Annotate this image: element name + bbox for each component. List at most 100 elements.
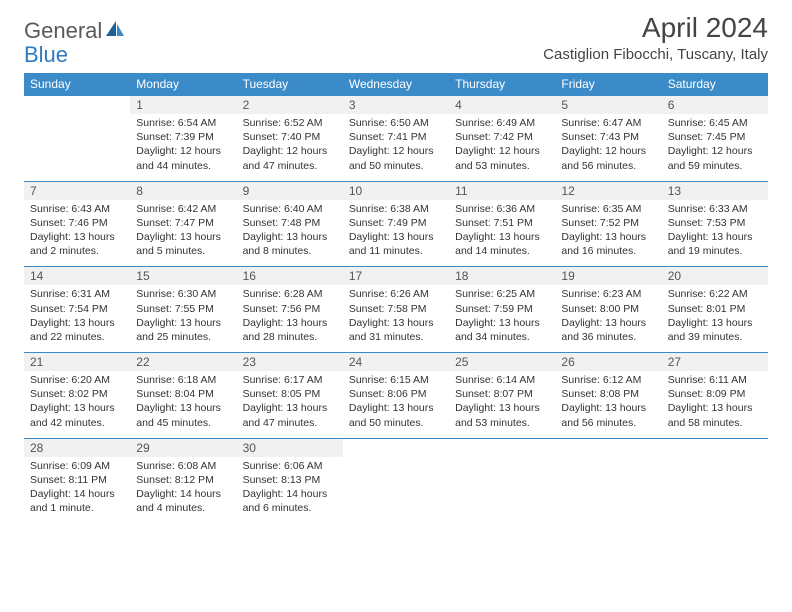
day-number xyxy=(24,96,130,115)
day-day2: and 22 minutes. xyxy=(30,330,124,344)
day-day2: and 25 minutes. xyxy=(136,330,230,344)
calendar-head: Sunday Monday Tuesday Wednesday Thursday… xyxy=(24,73,768,96)
day-sunrise: Sunrise: 6:06 AM xyxy=(243,459,337,473)
day-sunrise: Sunrise: 6:25 AM xyxy=(455,287,549,301)
day-day2: and 45 minutes. xyxy=(136,416,230,430)
day-cell: Sunrise: 6:11 AMSunset: 8:09 PMDaylight:… xyxy=(662,371,768,438)
day-cell: Sunrise: 6:54 AMSunset: 7:39 PMDaylight:… xyxy=(130,114,236,181)
detail-row: Sunrise: 6:09 AMSunset: 8:11 PMDaylight:… xyxy=(24,457,768,524)
day-sunrise: Sunrise: 6:30 AM xyxy=(136,287,230,301)
day-sunrise: Sunrise: 6:17 AM xyxy=(243,373,337,387)
day-cell: Sunrise: 6:50 AMSunset: 7:41 PMDaylight:… xyxy=(343,114,449,181)
day-sunset: Sunset: 7:40 PM xyxy=(243,130,337,144)
day-cell: Sunrise: 6:23 AMSunset: 8:00 PMDaylight:… xyxy=(555,285,661,352)
daynum-row: 78910111213 xyxy=(24,181,768,200)
weekday-row: Sunday Monday Tuesday Wednesday Thursday… xyxy=(24,73,768,96)
day-number: 9 xyxy=(237,181,343,200)
day-day1: Daylight: 12 hours xyxy=(136,144,230,158)
day-sunrise: Sunrise: 6:42 AM xyxy=(136,202,230,216)
day-number: 11 xyxy=(449,181,555,200)
day-sunrise: Sunrise: 6:36 AM xyxy=(455,202,549,216)
day-sunset: Sunset: 7:41 PM xyxy=(349,130,443,144)
daynum-row: 14151617181920 xyxy=(24,267,768,286)
weekday-header: Sunday xyxy=(24,73,130,96)
day-day2: and 56 minutes. xyxy=(561,159,655,173)
day-cell: Sunrise: 6:47 AMSunset: 7:43 PMDaylight:… xyxy=(555,114,661,181)
day-day2: and 53 minutes. xyxy=(455,159,549,173)
day-day1: Daylight: 12 hours xyxy=(349,144,443,158)
day-day2: and 8 minutes. xyxy=(243,244,337,258)
day-cell: Sunrise: 6:12 AMSunset: 8:08 PMDaylight:… xyxy=(555,371,661,438)
day-sunset: Sunset: 7:42 PM xyxy=(455,130,549,144)
day-cell: Sunrise: 6:40 AMSunset: 7:48 PMDaylight:… xyxy=(237,200,343,267)
day-sunrise: Sunrise: 6:15 AM xyxy=(349,373,443,387)
day-cell: Sunrise: 6:30 AMSunset: 7:55 PMDaylight:… xyxy=(130,285,236,352)
detail-row: Sunrise: 6:31 AMSunset: 7:54 PMDaylight:… xyxy=(24,285,768,352)
day-day2: and 1 minute. xyxy=(30,501,124,515)
day-day1: Daylight: 13 hours xyxy=(243,230,337,244)
day-day1: Daylight: 13 hours xyxy=(136,316,230,330)
day-day1: Daylight: 13 hours xyxy=(455,401,549,415)
day-sunrise: Sunrise: 6:49 AM xyxy=(455,116,549,130)
day-sunrise: Sunrise: 6:52 AM xyxy=(243,116,337,130)
day-sunrise: Sunrise: 6:43 AM xyxy=(30,202,124,216)
day-day2: and 50 minutes. xyxy=(349,159,443,173)
day-sunset: Sunset: 7:49 PM xyxy=(349,216,443,230)
day-number: 10 xyxy=(343,181,449,200)
day-sunrise: Sunrise: 6:22 AM xyxy=(668,287,762,301)
day-day2: and 50 minutes. xyxy=(349,416,443,430)
day-day2: and 36 minutes. xyxy=(561,330,655,344)
day-sunset: Sunset: 8:00 PM xyxy=(561,302,655,316)
day-day1: Daylight: 13 hours xyxy=(30,316,124,330)
day-day2: and 58 minutes. xyxy=(668,416,762,430)
day-sunset: Sunset: 8:05 PM xyxy=(243,387,337,401)
daynum-row: 282930 xyxy=(24,438,768,457)
day-day1: Daylight: 13 hours xyxy=(668,316,762,330)
day-sunrise: Sunrise: 6:11 AM xyxy=(668,373,762,387)
day-day2: and 19 minutes. xyxy=(668,244,762,258)
day-day2: and 39 minutes. xyxy=(668,330,762,344)
day-cell: Sunrise: 6:31 AMSunset: 7:54 PMDaylight:… xyxy=(24,285,130,352)
day-day1: Daylight: 13 hours xyxy=(349,316,443,330)
day-number: 25 xyxy=(449,353,555,372)
day-day2: and 28 minutes. xyxy=(243,330,337,344)
day-cell: Sunrise: 6:26 AMSunset: 7:58 PMDaylight:… xyxy=(343,285,449,352)
day-cell: Sunrise: 6:33 AMSunset: 7:53 PMDaylight:… xyxy=(662,200,768,267)
day-number: 27 xyxy=(662,353,768,372)
day-day1: Daylight: 12 hours xyxy=(668,144,762,158)
day-cell xyxy=(449,457,555,524)
day-cell: Sunrise: 6:43 AMSunset: 7:46 PMDaylight:… xyxy=(24,200,130,267)
day-cell: Sunrise: 6:15 AMSunset: 8:06 PMDaylight:… xyxy=(343,371,449,438)
calendar-body: 123456Sunrise: 6:54 AMSunset: 7:39 PMDay… xyxy=(24,96,768,524)
day-cell: Sunrise: 6:06 AMSunset: 8:13 PMDaylight:… xyxy=(237,457,343,524)
month-title: April 2024 xyxy=(543,12,768,44)
day-number: 3 xyxy=(343,96,449,115)
day-sunset: Sunset: 7:53 PM xyxy=(668,216,762,230)
day-sunset: Sunset: 7:46 PM xyxy=(30,216,124,230)
day-day1: Daylight: 14 hours xyxy=(243,487,337,501)
day-number: 26 xyxy=(555,353,661,372)
day-cell: Sunrise: 6:38 AMSunset: 7:49 PMDaylight:… xyxy=(343,200,449,267)
day-cell: Sunrise: 6:28 AMSunset: 7:56 PMDaylight:… xyxy=(237,285,343,352)
day-sunrise: Sunrise: 6:40 AM xyxy=(243,202,337,216)
day-number: 5 xyxy=(555,96,661,115)
day-cell xyxy=(662,457,768,524)
day-sunset: Sunset: 7:45 PM xyxy=(668,130,762,144)
header: General April 2024 Castiglion Fibocchi, … xyxy=(0,0,792,67)
day-number xyxy=(662,438,768,457)
day-number: 2 xyxy=(237,96,343,115)
location: Castiglion Fibocchi, Tuscany, Italy xyxy=(543,46,768,63)
day-sunset: Sunset: 8:07 PM xyxy=(455,387,549,401)
day-day2: and 6 minutes. xyxy=(243,501,337,515)
day-day1: Daylight: 13 hours xyxy=(668,401,762,415)
day-day1: Daylight: 13 hours xyxy=(243,401,337,415)
day-number xyxy=(343,438,449,457)
day-cell: Sunrise: 6:08 AMSunset: 8:12 PMDaylight:… xyxy=(130,457,236,524)
detail-row: Sunrise: 6:43 AMSunset: 7:46 PM Daylight:… xyxy=(24,200,768,267)
day-day1: Daylight: 13 hours xyxy=(243,316,337,330)
day-sunrise: Sunrise: 6:09 AM xyxy=(30,459,124,473)
day-sunrise: Sunrise: 6:20 AM xyxy=(30,373,124,387)
day-sunset: Sunset: 7:47 PM xyxy=(136,216,230,230)
day-day1: Daylight: 13 hours xyxy=(561,401,655,415)
day-day1: Daylight: 13 hours xyxy=(136,230,230,244)
